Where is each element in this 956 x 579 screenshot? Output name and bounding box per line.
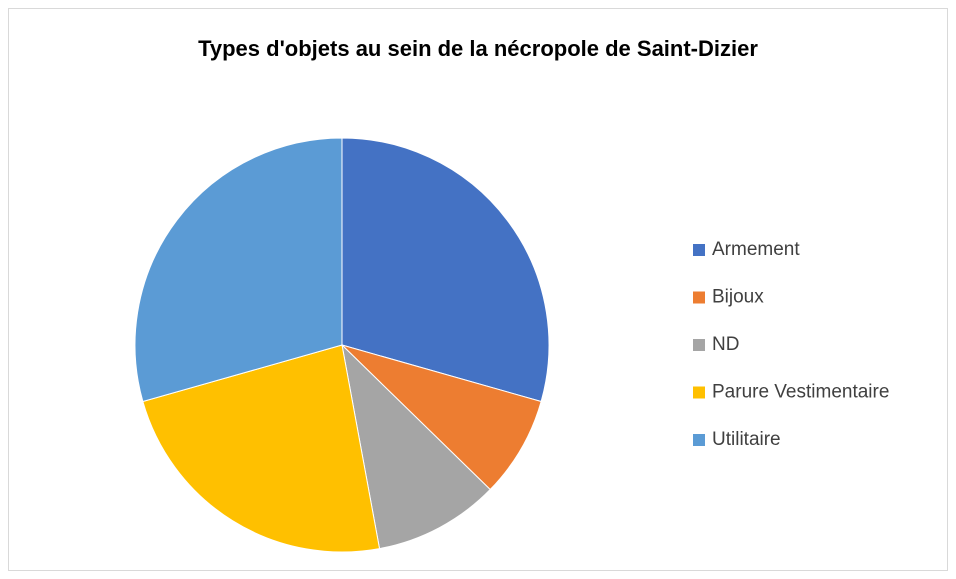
legend-swatch (693, 386, 705, 399)
legend-label: Utilitaire (712, 429, 781, 450)
legend-label: Bijoux (712, 287, 764, 308)
pie-slice (142, 344, 381, 553)
legend-swatch (693, 434, 705, 446)
pie-slice (134, 137, 343, 403)
legend-label: ND (712, 334, 739, 355)
legend-swatch (693, 291, 705, 304)
legend-swatch (693, 244, 705, 256)
chart-title: Types d'objets au sein de la nécropole d… (198, 36, 758, 61)
legend-label: Parure Vestimentaire (712, 382, 889, 403)
pie-slice (341, 344, 542, 491)
pie-slice (341, 137, 550, 403)
legend-swatch (693, 339, 705, 351)
pie-slice (341, 343, 491, 550)
legend-label: Armement (712, 239, 800, 260)
